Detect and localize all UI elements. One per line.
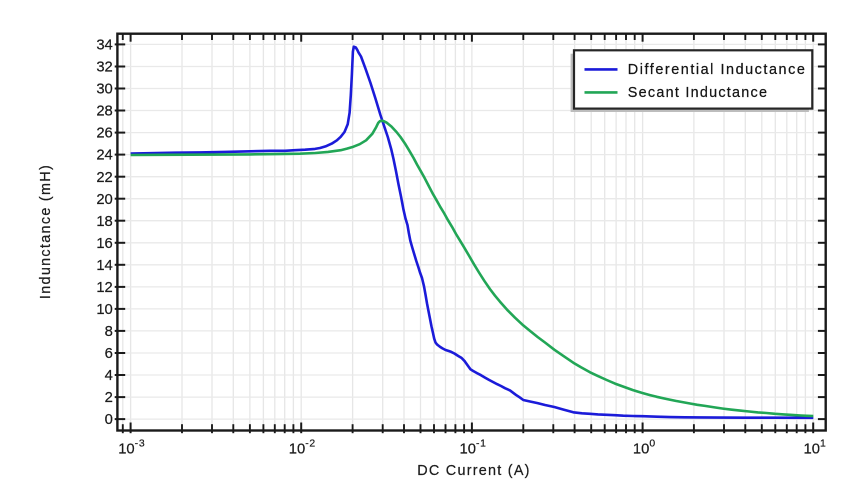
svg-text:6: 6	[105, 346, 113, 362]
svg-text:16: 16	[96, 236, 112, 252]
svg-text:2: 2	[105, 390, 113, 406]
svg-text:10: 10	[96, 302, 112, 318]
svg-text:24: 24	[96, 148, 112, 164]
svg-text:Indunctance (mH): Indunctance (mH)	[38, 164, 54, 299]
svg-text:12: 12	[96, 280, 112, 296]
svg-text:DC Current (A): DC Current (A)	[417, 463, 530, 479]
svg-text:32: 32	[96, 60, 112, 76]
svg-text:0: 0	[105, 412, 113, 428]
svg-text:Differential Inductance: Differential Inductance	[628, 62, 807, 78]
svg-text:26: 26	[96, 126, 112, 142]
svg-text:4: 4	[105, 368, 113, 384]
svg-text:28: 28	[96, 104, 112, 120]
svg-text:22: 22	[96, 170, 112, 186]
svg-text:8: 8	[105, 324, 113, 340]
svg-text:30: 30	[96, 82, 112, 98]
svg-text:34: 34	[96, 38, 112, 54]
svg-text:20: 20	[96, 192, 112, 208]
svg-text:14: 14	[96, 258, 112, 274]
svg-text:18: 18	[96, 214, 112, 230]
svg-text:Secant Inductance: Secant Inductance	[628, 85, 768, 101]
